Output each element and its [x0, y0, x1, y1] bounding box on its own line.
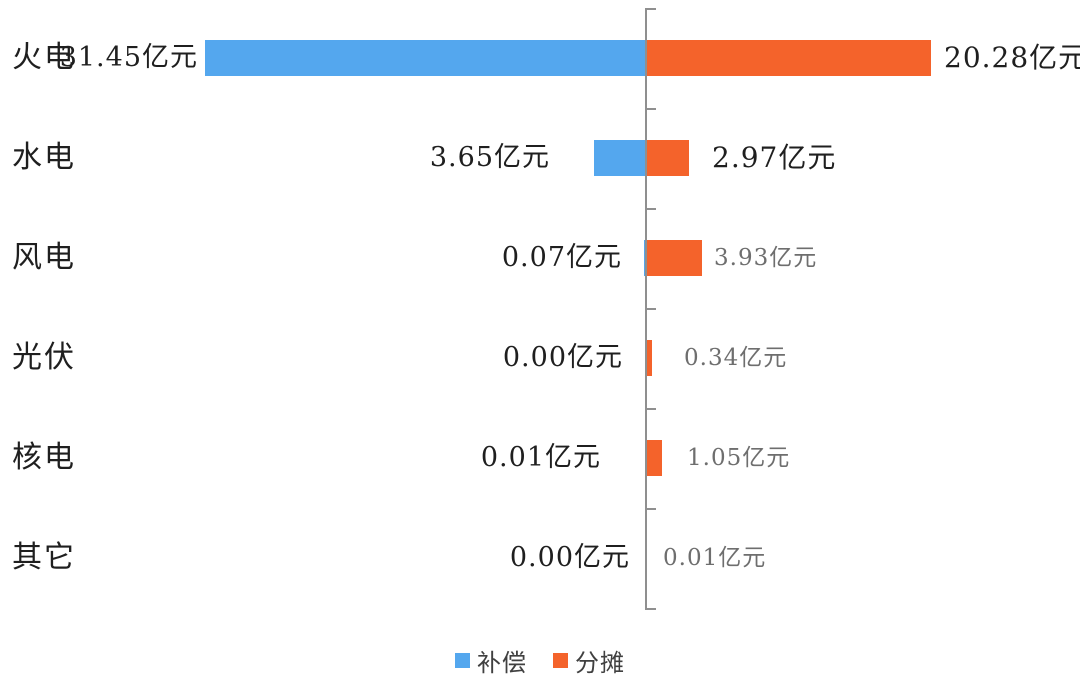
compensation-value-label: 3.65亿元 [429, 142, 550, 173]
apportion-bar [647, 240, 702, 276]
axis-tick [647, 108, 656, 110]
axis-tick [647, 608, 656, 610]
legend-item-compensation: 补偿 [455, 643, 527, 678]
compensation-value-label: 0.00亿元 [509, 542, 630, 573]
compensation-value-label: 0.00亿元 [502, 342, 623, 373]
compensation-bar [205, 40, 645, 76]
axis-tick [647, 408, 656, 410]
legend-label: 分摊 [575, 648, 625, 677]
axis-tick [647, 208, 656, 210]
category-label: 风电 [12, 240, 76, 275]
apportion-bar [647, 140, 689, 176]
legend-item-apportion: 分摊 [553, 643, 625, 678]
apportion-value-label: 3.93亿元 [714, 245, 818, 271]
compensation-value-label: 0.01亿元 [480, 442, 601, 473]
apportion-bar [647, 40, 931, 76]
legend-swatch-blue-icon [455, 652, 470, 668]
axis-tick [647, 8, 656, 10]
legend-label: 补偿 [477, 648, 527, 677]
apportion-value-label: 1.05亿元 [687, 445, 791, 471]
compensation-value-label: 31.45亿元 [59, 42, 198, 73]
category-label: 其它 [12, 540, 76, 575]
category-label: 火电 [12, 40, 76, 75]
compensation-bar [594, 140, 645, 176]
compensation-value-label: 0.07亿元 [501, 242, 622, 273]
apportion-bar [647, 440, 662, 476]
category-label: 水电 [12, 140, 76, 175]
category-label: 光伏 [12, 340, 76, 375]
apportion-bar [647, 340, 652, 376]
category-label: 核电 [12, 440, 76, 475]
legend-swatch-orange-icon [553, 652, 568, 668]
apportion-value-label: 0.01亿元 [663, 545, 767, 571]
axis-tick [647, 308, 656, 310]
axis-tick [647, 508, 656, 510]
legend: 补偿 分摊 [0, 643, 1080, 678]
apportion-value-label: 0.34亿元 [684, 345, 788, 371]
center-axis-line [645, 8, 647, 610]
apportion-value-label: 2.97亿元 [712, 141, 837, 174]
apportion-value-label: 20.28亿元 [944, 41, 1080, 74]
compensation-bar [644, 240, 645, 276]
